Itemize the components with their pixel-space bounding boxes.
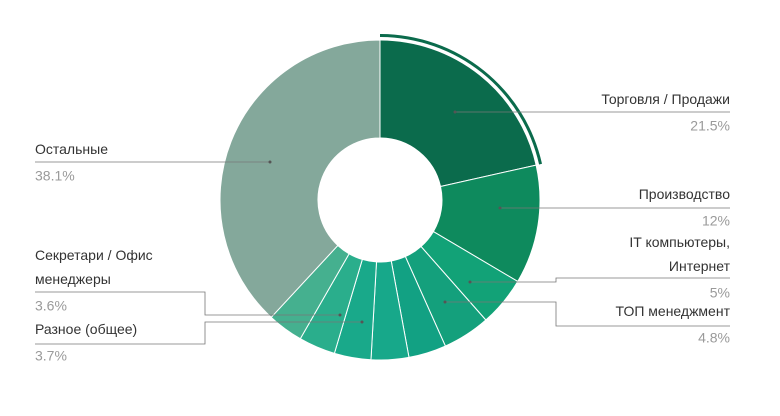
slice-label: ТОП менеджмент [616,303,731,319]
leader-dot [360,320,364,324]
slice [219,39,381,319]
leader-line [470,277,730,283]
slice-label: Остальные [35,141,108,157]
value-label: 5% [710,285,730,301]
slice-label: Секретари / Офис менеджеры [35,247,153,287]
leader-line [35,291,340,316]
value-label: 3.7% [35,348,67,364]
leader-line [445,301,730,327]
leader-dot [498,206,502,210]
leader-dot [468,280,472,284]
leader-dot [268,160,272,164]
value-label: 3.6% [35,298,67,314]
slice-label: IT компьютеры, Интернет [629,234,730,274]
leader-line [35,321,362,345]
value-label: 38.1% [35,168,75,184]
leader-dot [443,300,447,304]
slice [379,39,537,188]
slice-label: Торговля / Продажи [601,91,730,107]
slice-label: Производство [639,186,730,202]
leader-dot [453,110,457,114]
value-label: 21.5% [690,118,730,134]
slice-label: Разное (общее) [35,321,137,337]
highlight-arc [380,34,543,165]
value-label: 12% [702,213,730,229]
value-label: 4.8% [698,330,730,346]
leader-dot [338,313,342,317]
